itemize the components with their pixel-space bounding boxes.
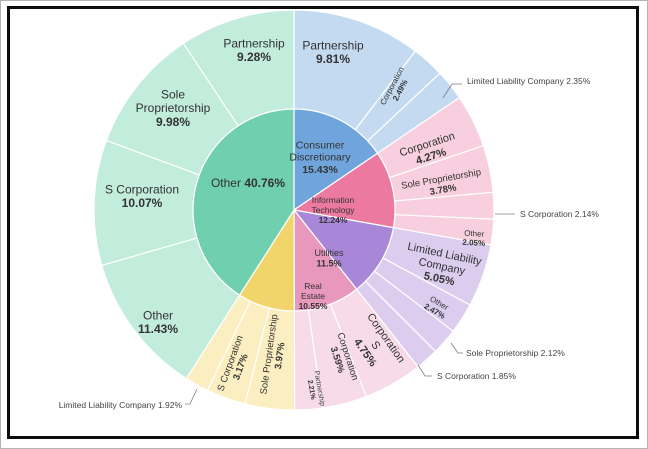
outer-label-sole-proprietorship-15: Sole Proprietorship 9.98% <box>136 87 211 129</box>
callout-label-limited-liability-company-2-35: Limited Liability Company 2.35% <box>467 76 591 86</box>
outer-label-other-13: Other 11.43% <box>138 308 178 336</box>
callout-leader-line <box>185 388 198 405</box>
callout-label-sole-proprietorship-2-12: Sole Proprietorship 2.12% <box>466 348 565 358</box>
outer-label-s-corporation-14: S Corporation 10.07% <box>105 182 179 210</box>
inner-label-information-technology: Information Technology 12.24% <box>311 195 355 225</box>
inner-wedge-consumer-discretionary <box>293 108 379 212</box>
inner-label-other: Other 40.76% <box>211 176 285 190</box>
chart-wedges <box>93 9 495 411</box>
chart-leader-lines <box>185 83 515 405</box>
outer-label-partnership-16: Partnership 9.28% <box>223 36 285 64</box>
callout-leader-line <box>417 364 432 377</box>
callout-label-s-corporation-2-14: S Corporation 2.14% <box>520 209 599 219</box>
inner-label-consumer-discretionary: Consumer Discretionary 15.43% <box>289 140 351 176</box>
callout-leader-line <box>450 342 463 354</box>
inner-wedge-other <box>192 108 295 296</box>
outer-label-partnership-1: Partnership 9.81% <box>302 38 364 66</box>
outer-label-other-5: Other2.05% <box>462 229 486 248</box>
inner-wedge-utilities <box>292 209 395 291</box>
callout-label-limited-liability-company-1-92: Limited Liability Company 1.92% <box>59 400 183 410</box>
inner-label-real-estate: Real Estate 10.55% <box>299 281 328 311</box>
callout-label-s-corporation-1-85: S Corporation 1.85% <box>437 371 516 381</box>
inner-wedge-information-technology <box>292 152 396 229</box>
inner-label-utilities: Utilities 11.5% <box>314 248 344 268</box>
inner-wedge-real-estate <box>293 208 358 312</box>
callout-leader-line <box>442 83 462 99</box>
